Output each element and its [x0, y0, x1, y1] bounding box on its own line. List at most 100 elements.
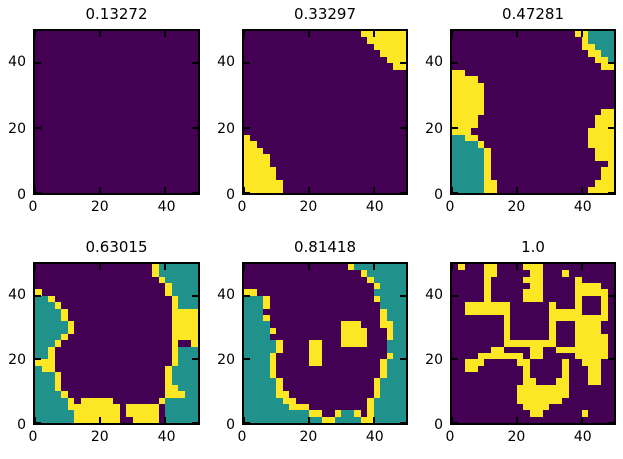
- subplot-5-title: 0.81418: [293, 238, 357, 256]
- axis-tick-mark: [372, 31, 375, 37]
- subplot-2-title: 0.33297: [293, 5, 357, 23]
- x-tick-label: 20: [299, 199, 318, 215]
- y-tick-label: 0: [434, 187, 443, 203]
- axis-tick-mark: [608, 358, 614, 361]
- axis-tick-mark: [164, 264, 167, 270]
- axis-tick-mark: [452, 127, 458, 130]
- axis-tick-mark: [307, 417, 310, 423]
- axis-tick-mark: [244, 358, 250, 361]
- subplot-5-heatmap-grid: [244, 264, 406, 423]
- y-tick-label: 0: [434, 417, 443, 433]
- axis-tick-mark: [164, 187, 167, 193]
- x-tick-label: 40: [157, 199, 176, 215]
- y-tick-label: 40: [8, 286, 26, 303]
- axis-tick-mark: [35, 422, 41, 423]
- subplot-6: 1.0 0 20 40 0 20 40: [425, 238, 616, 445]
- axis-tick-mark: [372, 187, 375, 193]
- axis-tick-mark: [452, 417, 453, 423]
- axis-tick-mark: [35, 417, 36, 423]
- x-tick-label: 20: [299, 429, 318, 445]
- axis-tick-mark: [35, 294, 41, 297]
- axis-tick-mark: [192, 422, 198, 423]
- axis-tick-mark: [400, 422, 406, 423]
- y-tick-label: 40: [217, 54, 235, 71]
- subplot-3: 0.47281 0 20 40 0 20 40: [425, 5, 616, 215]
- axis-tick-mark: [515, 264, 518, 270]
- subplot-6-title: 1.0: [521, 238, 545, 256]
- subplot-2-axes-frame: [242, 29, 408, 195]
- y-tick-label: 20: [8, 120, 26, 137]
- axis-tick-mark: [580, 187, 583, 193]
- axis-tick-mark: [35, 187, 36, 193]
- axis-tick-mark: [608, 127, 614, 130]
- subplot-2: 0.33297 0 20 40 0 20 40: [217, 5, 408, 215]
- axis-tick-mark: [164, 31, 167, 37]
- x-tick-label: 20: [507, 199, 526, 215]
- subplot-1-title: 0.13272: [85, 5, 148, 23]
- axis-tick-mark: [452, 62, 458, 65]
- axis-tick-mark: [192, 62, 198, 65]
- axis-tick-mark: [307, 31, 310, 37]
- axis-tick-mark: [452, 422, 458, 423]
- axis-tick-mark: [244, 294, 250, 297]
- x-tick-label: 40: [157, 429, 176, 445]
- axis-tick-mark: [244, 422, 250, 423]
- subplot-6-heatmap-grid: [452, 264, 614, 423]
- axis-tick-mark: [35, 62, 41, 65]
- x-tick-label: 40: [365, 429, 384, 445]
- subplot-6-axes-frame: [450, 262, 616, 425]
- axis-tick-mark: [400, 358, 406, 361]
- x-tick-label: 0: [445, 429, 455, 445]
- axis-tick-mark: [244, 31, 245, 37]
- axis-tick-mark: [452, 294, 458, 297]
- axis-tick-mark: [580, 417, 583, 423]
- y-tick-label: 20: [425, 351, 443, 368]
- x-tick-label: 40: [573, 429, 592, 445]
- axis-tick-mark: [35, 192, 41, 193]
- axis-tick-mark: [452, 187, 453, 193]
- axis-tick-mark: [192, 358, 198, 361]
- axis-tick-mark: [99, 187, 102, 193]
- subplot-1: 0.13272 0 20 40 0 20 40: [8, 5, 200, 215]
- axis-tick-mark: [580, 264, 583, 270]
- axis-tick-mark: [244, 127, 250, 130]
- axis-tick-mark: [400, 192, 406, 193]
- axis-tick-mark: [452, 31, 453, 37]
- subplot-3-heatmap-grid: [452, 31, 614, 193]
- x-tick-label: 20: [507, 429, 526, 445]
- axis-tick-mark: [608, 294, 614, 297]
- subplot-4: 0.63015 0 20 40 0 20 40: [8, 238, 200, 445]
- axis-tick-mark: [35, 127, 41, 130]
- y-tick-label: 0: [226, 187, 235, 203]
- subplot-1-axes-frame: [33, 29, 200, 195]
- x-tick-label: 0: [237, 429, 247, 445]
- y-tick-label: 40: [425, 54, 443, 71]
- axis-tick-mark: [452, 264, 453, 270]
- axis-tick-mark: [515, 31, 518, 37]
- subplot-2-heatmap-grid: [244, 31, 406, 193]
- axis-tick-mark: [164, 417, 167, 423]
- y-tick-label: 40: [217, 286, 235, 303]
- axis-tick-mark: [244, 192, 250, 193]
- axis-tick-mark: [372, 417, 375, 423]
- subplot-4-title: 0.63015: [85, 238, 148, 256]
- axis-tick-mark: [580, 31, 583, 37]
- x-tick-label: 20: [90, 199, 109, 215]
- axis-tick-mark: [192, 192, 198, 193]
- axis-tick-mark: [515, 187, 518, 193]
- y-tick-label: 0: [17, 417, 26, 433]
- y-tick-label: 20: [217, 120, 235, 137]
- axis-tick-mark: [99, 264, 102, 270]
- axis-tick-mark: [244, 264, 245, 270]
- axis-tick-mark: [35, 31, 36, 37]
- y-tick-label: 20: [425, 120, 443, 137]
- axis-tick-mark: [372, 264, 375, 270]
- axis-tick-mark: [244, 187, 245, 193]
- y-tick-label: 0: [17, 187, 26, 203]
- axis-tick-mark: [400, 294, 406, 297]
- axis-tick-mark: [452, 358, 458, 361]
- subplot-4-axes-frame: [33, 262, 200, 425]
- axis-tick-mark: [400, 127, 406, 130]
- axis-tick-mark: [99, 417, 102, 423]
- axis-tick-mark: [608, 422, 614, 423]
